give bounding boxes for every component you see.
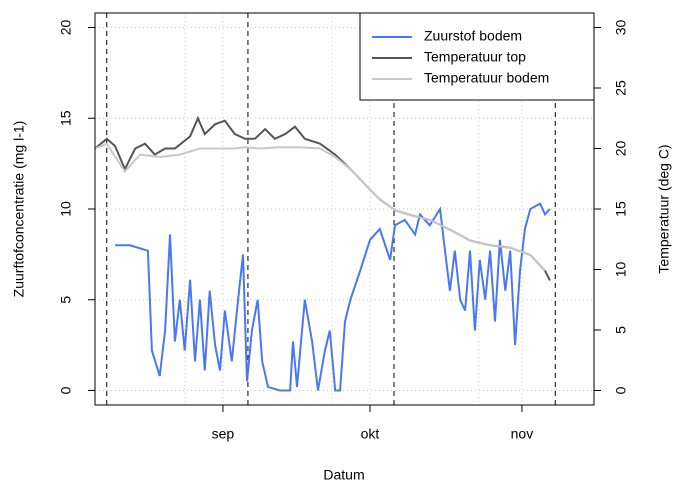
plot-frame [94,12,595,406]
y2-tick-label: 20 [613,141,629,157]
x-tick-label: sep [212,426,235,442]
data-line [94,142,546,272]
y-tick-label: 5 [58,296,74,304]
legend-box [359,12,595,101]
y-tick-label: 15 [58,110,74,126]
legend-label: Temperatuur top [424,49,526,65]
y-tick-label: 20 [58,20,74,36]
data-line [94,115,551,281]
x-axis-label: Datum [323,467,364,483]
y2-tick-label: 10 [613,261,629,277]
y-axis-label: Zuurftofconcentratie (mg l-1) [11,121,27,298]
y2-tick-label: 0 [613,386,629,394]
y-tick-label: 0 [58,386,74,394]
y2-tick-label: 30 [613,20,629,36]
x-tick-label: nov [511,426,534,442]
y2-tick-label: 15 [613,201,629,217]
y2-tick-label: 25 [613,80,629,96]
y2-axis-label: Temperatuur (deg C) [656,144,672,273]
y2-tick-label: 5 [613,326,629,334]
y-tick-label: 10 [58,201,74,217]
x-tick-label: okt [361,426,380,442]
legend-label: Temperatuur bodem [424,70,549,86]
data-line [115,202,551,392]
legend-label: Zuurstof bodem [424,28,522,44]
